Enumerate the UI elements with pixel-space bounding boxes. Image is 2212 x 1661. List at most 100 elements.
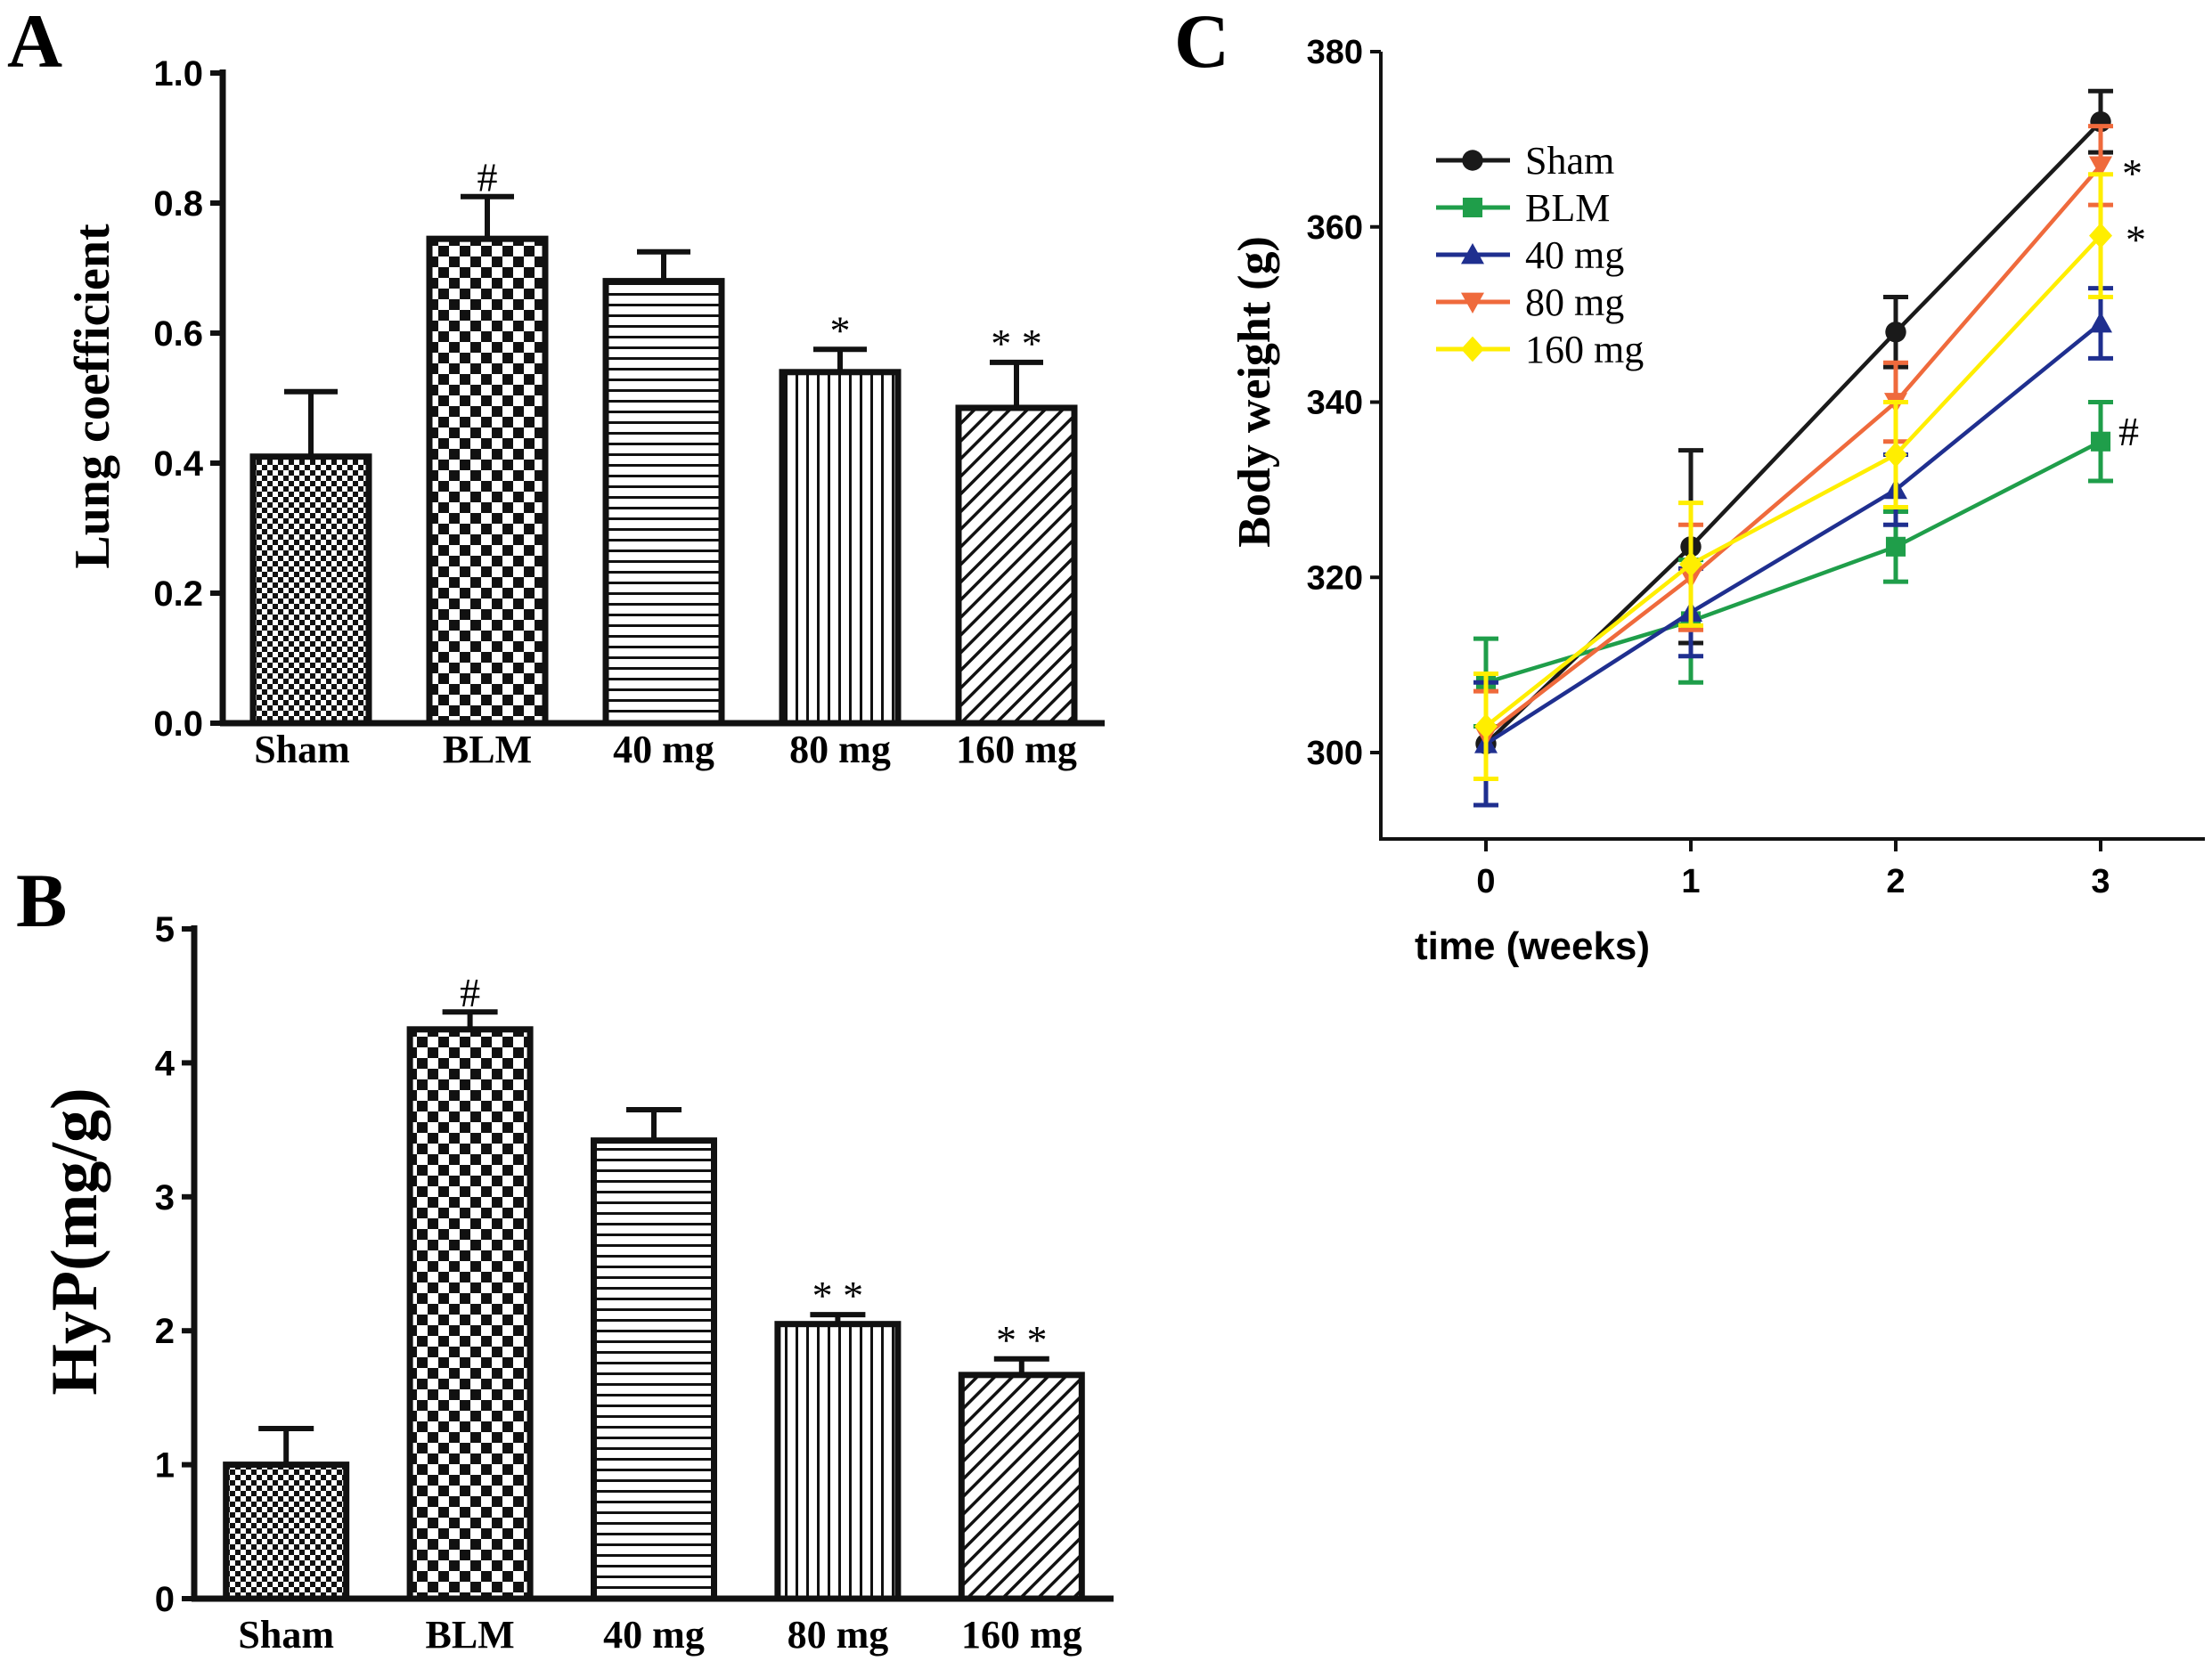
chart-axes bbox=[210, 69, 1105, 727]
significance-mark: * * bbox=[996, 1317, 1048, 1363]
legend-label: Sham bbox=[1525, 139, 1614, 183]
y-tick-labels: 0.0 0.2 0.4 0.6 0.8 1.0 bbox=[153, 54, 203, 744]
series-line bbox=[1484, 322, 2102, 746]
series-blm: # bbox=[1473, 400, 2139, 729]
square-marker bbox=[1462, 197, 1483, 218]
category-label: 80 mg bbox=[789, 728, 891, 771]
significance-mark: * bbox=[2122, 151, 2143, 196]
series-line bbox=[1484, 164, 2102, 737]
diamond-marker bbox=[1474, 713, 1498, 739]
bar bbox=[249, 453, 372, 727]
significance-marks: # * * * bbox=[477, 155, 1042, 366]
chart-axes bbox=[1370, 50, 2205, 851]
significance-mark: # bbox=[2118, 409, 2139, 454]
y-tick-labels: 0 1 2 3 4 5 bbox=[155, 910, 175, 1619]
bar bbox=[779, 369, 902, 727]
y-tick-label: 3 bbox=[155, 1178, 175, 1217]
category-label: 40 mg bbox=[613, 728, 714, 771]
square-marker bbox=[1885, 536, 1906, 557]
y-tick-label: 340 bbox=[1307, 385, 1363, 422]
x-axis-label: time (weeks) bbox=[1415, 924, 1650, 968]
y-tick-label: 0 bbox=[155, 1580, 175, 1619]
diamond-marker bbox=[1461, 336, 1484, 362]
significance-mark: * * bbox=[991, 321, 1042, 366]
y-axis-label: Body weight (g) bbox=[1229, 236, 1280, 548]
y-tick-label: 1.0 bbox=[153, 54, 203, 94]
hyp-chart: 0 1 2 3 4 5 Sham BLM 40 mg 80 mg 160 mg # * * * * H… bbox=[38, 910, 1114, 1657]
y-tick-label: 0.6 bbox=[153, 314, 203, 354]
triangle-up-marker bbox=[1461, 243, 1484, 265]
category-label: Sham bbox=[238, 1613, 334, 1657]
category-label: Sham bbox=[254, 728, 350, 771]
y-tick-label: 1 bbox=[155, 1446, 175, 1486]
y-tick-label: 360 bbox=[1307, 209, 1363, 247]
legend-label: 40 mg bbox=[1525, 233, 1624, 277]
y-tick-label: 300 bbox=[1307, 735, 1363, 772]
y-tick-label: 2 bbox=[155, 1312, 175, 1351]
square-marker bbox=[2090, 431, 2111, 452]
y-tick-label: 5 bbox=[155, 910, 175, 949]
bar bbox=[591, 1137, 717, 1602]
bar bbox=[406, 1026, 534, 1602]
y-tick-label: 380 bbox=[1307, 34, 1363, 71]
lung-coefficient-chart: 0.0 0.2 0.4 0.6 0.8 1.0 Sham BLM 40 mg 80 mg 160 … bbox=[65, 54, 1105, 771]
bar bbox=[955, 404, 1078, 727]
bar bbox=[223, 1462, 350, 1602]
x-tick-label: 0 bbox=[1476, 863, 1495, 900]
triangle-up-marker bbox=[2089, 311, 2112, 333]
significance-mark: * bbox=[830, 307, 851, 353]
bar bbox=[958, 1372, 1085, 1602]
significance-mark: * * bbox=[812, 1273, 864, 1318]
category-label: 40 mg bbox=[603, 1613, 705, 1657]
axis-tick-labels: 300 320 340 360 380 0 1 2 3 bbox=[1307, 34, 2110, 900]
category-label: BLM bbox=[425, 1613, 514, 1657]
triangle-down-marker bbox=[2089, 156, 2112, 177]
circle-marker bbox=[1885, 322, 1906, 343]
y-tick-label: 4 bbox=[155, 1044, 175, 1083]
y-tick-label: 0.8 bbox=[153, 184, 203, 224]
y-axis-label: Lung coefficient bbox=[65, 224, 120, 569]
x-category-labels: Sham BLM 40 mg 80 mg 160 mg bbox=[254, 728, 1077, 771]
y-tick-label: 0.4 bbox=[153, 444, 203, 484]
y-tick-label: 0.2 bbox=[153, 574, 203, 614]
bar bbox=[426, 235, 549, 727]
x-tick-label: 1 bbox=[1681, 863, 1700, 900]
chart-axes bbox=[182, 925, 1114, 1602]
series-line bbox=[1485, 439, 2102, 685]
category-label: 160 mg bbox=[956, 728, 1077, 771]
y-axis-label: HyP(mg/g) bbox=[38, 1087, 111, 1395]
panel-label-c: C bbox=[1174, 0, 1229, 84]
panel-label-b: B bbox=[16, 858, 67, 943]
significance-mark: # bbox=[477, 155, 498, 200]
category-label: 160 mg bbox=[961, 1613, 1082, 1657]
bar-series bbox=[249, 193, 1078, 727]
x-tick-label: 3 bbox=[2091, 863, 2110, 900]
y-tick-label: 320 bbox=[1307, 559, 1363, 597]
category-label: 80 mg bbox=[788, 1613, 889, 1657]
line-series: # * * bbox=[1473, 88, 2146, 808]
diamond-marker bbox=[1679, 551, 1702, 577]
bar bbox=[602, 278, 725, 727]
y-tick-label: 0.0 bbox=[153, 704, 203, 744]
legend-label: 160 mg bbox=[1525, 328, 1644, 371]
legend-label: BLM bbox=[1525, 186, 1610, 230]
legend-label: 80 mg bbox=[1525, 281, 1624, 324]
triangle-down-marker bbox=[1461, 292, 1484, 313]
diamond-marker bbox=[2089, 223, 2112, 248]
significance-mark: # bbox=[460, 970, 480, 1015]
diamond-marker bbox=[1884, 442, 1907, 468]
bar-series bbox=[223, 1009, 1085, 1602]
circle-marker bbox=[1462, 150, 1483, 171]
significance-marks: # * * * * bbox=[460, 970, 1047, 1363]
series-line bbox=[1484, 234, 2102, 729]
panel-label-a: A bbox=[7, 0, 62, 84]
x-category-labels: Sham BLM 40 mg 80 mg 160 mg bbox=[238, 1613, 1082, 1657]
x-tick-label: 2 bbox=[1886, 863, 1905, 900]
significance-mark: * bbox=[2126, 217, 2146, 263]
bar bbox=[774, 1321, 902, 1602]
series-160-mg: * bbox=[1473, 172, 2146, 782]
category-label: BLM bbox=[443, 728, 532, 771]
